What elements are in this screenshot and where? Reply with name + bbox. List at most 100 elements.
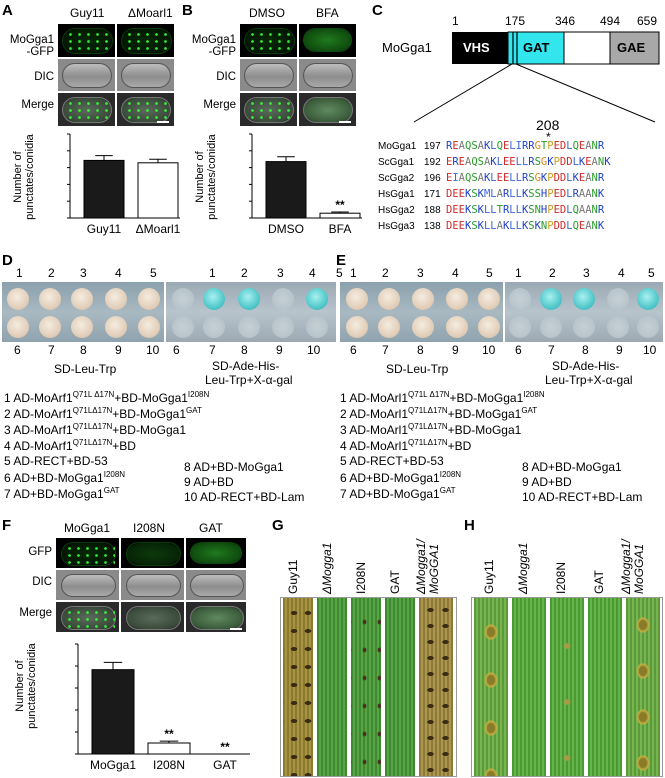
vhs-domain xyxy=(452,32,508,64)
pos-346: 346 xyxy=(555,14,576,28)
chart-a-ylabel: Number of punctates/conidia xyxy=(12,134,36,220)
alignment-species: HsGga1 xyxy=(378,189,415,200)
domain-diagram xyxy=(452,31,660,65)
leaf-g-i208n xyxy=(351,598,381,776)
row-label-f-dic: DIC xyxy=(32,576,52,588)
alignment-row: HsGga3 138 DEEKSKLLAKLLKSKNPDDLQEANK xyxy=(378,220,604,232)
zoom-lines xyxy=(413,64,656,123)
micrograph-a-gfp-guy11 xyxy=(58,24,115,57)
pos-1: 1 xyxy=(452,14,459,28)
micrograph-f-merge-i208n xyxy=(121,602,184,632)
micrograph-f-gfp-mogga1 xyxy=(56,538,119,568)
leaf-image-g xyxy=(280,597,457,777)
micrograph-a-merge-guy11 xyxy=(58,93,115,126)
alignment-row: MoGga1 197 REAQSAKLQELIRRGTPEDLQEANR xyxy=(378,140,604,152)
site-label: 208 xyxy=(536,117,560,133)
site-star: * xyxy=(546,130,551,144)
micrograph-f-gfp-i208n xyxy=(121,538,184,568)
gat-label: GAT xyxy=(523,40,550,55)
protein-name: MoGga1 xyxy=(382,40,432,55)
gae-domain xyxy=(609,31,660,65)
alignment-sequence: EREAQSAKLEELLRSGKPDDLKEANK xyxy=(446,156,611,168)
leaf-g-guy11 xyxy=(283,598,313,776)
panel-label-h: H xyxy=(464,517,475,534)
micrograph-f-dic-mogga1 xyxy=(56,570,119,600)
leaf-g-mogga1 xyxy=(317,598,347,776)
legend-e: 1 AD-MoArl1Q71L Δ17N+BD-MoGga1I208N 2 AD… xyxy=(340,390,643,504)
panel-label-f: F xyxy=(2,517,12,534)
panel-label-d: D xyxy=(2,252,13,269)
chart-b-ylabel: Number of punctates/conidia xyxy=(194,134,218,220)
micrograph-a-gfp-moarl1 xyxy=(117,24,174,57)
medium-e-right-1: SD-Ade-His- xyxy=(552,359,620,373)
micrograph-b-merge-dmso xyxy=(240,93,297,126)
x-tick-label: GAT xyxy=(213,758,237,772)
pos-494: 494 xyxy=(600,14,621,28)
row-label-dic: DIC xyxy=(34,71,54,83)
alignment-start: 188 xyxy=(424,205,441,216)
alignment-row: ScGga1 192 EREAQSAKLEELLRSGKPDDLKEANK xyxy=(378,156,611,168)
leaf-labels-g: Guy11 ΔMogga1 I208N GAT ΔMogga1/ MoGGA1 xyxy=(286,539,441,594)
alignment-species: HsGga3 xyxy=(378,221,415,232)
col-label-f-gat: GAT xyxy=(199,521,223,535)
bar xyxy=(265,161,307,219)
row-label-merge: Merge xyxy=(21,99,54,111)
medium-d-right-1: SD-Ade-His- xyxy=(212,359,280,373)
micrograph-f-merge-mogga1 xyxy=(56,602,119,632)
micrograph-b-dic-bfa xyxy=(299,59,356,91)
alignment-start: 196 xyxy=(424,173,441,184)
row-label-gfp: MoGga1 -GFP xyxy=(9,34,54,58)
alignment-sequence: DEEKSKLLAKLLKSKNPDDLQEANK xyxy=(446,220,605,232)
plate-e-sd-ade-his xyxy=(505,282,663,342)
linker-region xyxy=(563,31,611,65)
micrograph-f-dic-gat xyxy=(186,570,246,600)
alignment-species: ScGga2 xyxy=(378,173,415,184)
micrograph-a-merge-moarl1 xyxy=(117,93,174,126)
chart-b: DMSO BFA ** xyxy=(249,133,362,236)
micrograph-f-gfp-gat xyxy=(186,538,246,568)
x-tick-label: ΔMoarl1 xyxy=(136,222,180,236)
panel-label-b: B xyxy=(182,2,193,19)
row-label-f-gfp: GFP xyxy=(28,546,52,558)
alignment-start: 192 xyxy=(424,157,441,168)
medium-e-left: SD-Leu-Trp xyxy=(386,362,449,376)
panel-label-e: E xyxy=(336,252,347,269)
alignment-species: MoGga1 xyxy=(378,141,417,152)
leaf-h-mogga1 xyxy=(512,598,546,776)
row-label-dic-b: DIC xyxy=(216,71,236,83)
alignment-species: ScGga1 xyxy=(378,157,415,168)
x-tick-label: MoGga1 xyxy=(90,758,136,772)
bar xyxy=(83,159,125,219)
micrograph-b-dic-dmso xyxy=(240,59,297,91)
row-label-gfp-b: MoGga1 -GFP xyxy=(191,34,236,58)
alignment-sequence: DEEKSKMLARLLKSSHPEDLRAANK xyxy=(446,188,605,200)
leaf-g-complemented xyxy=(419,598,453,776)
micrograph-b-merge-bfa xyxy=(299,93,356,126)
x-tick-label: Guy11 xyxy=(87,222,122,236)
row-label-merge-b: Merge xyxy=(203,99,236,111)
medium-d-right-2: Leu-Trp+X-α-gal xyxy=(205,373,293,387)
significance-label: ** xyxy=(335,198,345,212)
bar xyxy=(319,212,361,219)
bar xyxy=(137,162,179,219)
panel-label-a: A xyxy=(2,2,13,19)
col-label-guy11: Guy11 xyxy=(70,6,105,20)
panel-label-c: C xyxy=(372,2,383,19)
col-label-f-mogga1: MoGga1 xyxy=(64,521,111,535)
x-tick-label: BFA xyxy=(329,222,352,236)
alignment-row: HsGga1 171 DEEKSKMLARLLKSSHPEDLRAANK xyxy=(378,188,604,200)
significance-label: ** xyxy=(164,727,174,741)
alignment-sequence: EIAQSAKLEELLRSGKPDDLKEANR xyxy=(446,172,605,184)
micrograph-f-merge-gat xyxy=(186,602,246,632)
chart-f-ylabel: Number of punctates/conidia xyxy=(14,643,38,729)
col-label-dmso: DMSO xyxy=(249,6,285,20)
col-label-moarl1: ΔMoarl1 xyxy=(128,6,173,20)
alignment-sequence: DEEKSKLLTRLLKSNHPEDLQAANR xyxy=(446,204,605,216)
col-label-bfa: BFA xyxy=(316,6,339,20)
medium-e-right-2: Leu-Trp+X-α-gal xyxy=(545,373,633,387)
pos-659: 659 xyxy=(637,14,658,28)
panel-label-g: G xyxy=(272,517,284,534)
alignment-sequence: REAQSAKLQELIRRGTPEDLQEANR xyxy=(446,140,605,152)
micrograph-f-dic-i208n xyxy=(121,570,184,600)
legend-d: 1 AD-MoArf1Q71L Δ17N+BD-MoGga1I208N 2 AD… xyxy=(4,390,305,504)
